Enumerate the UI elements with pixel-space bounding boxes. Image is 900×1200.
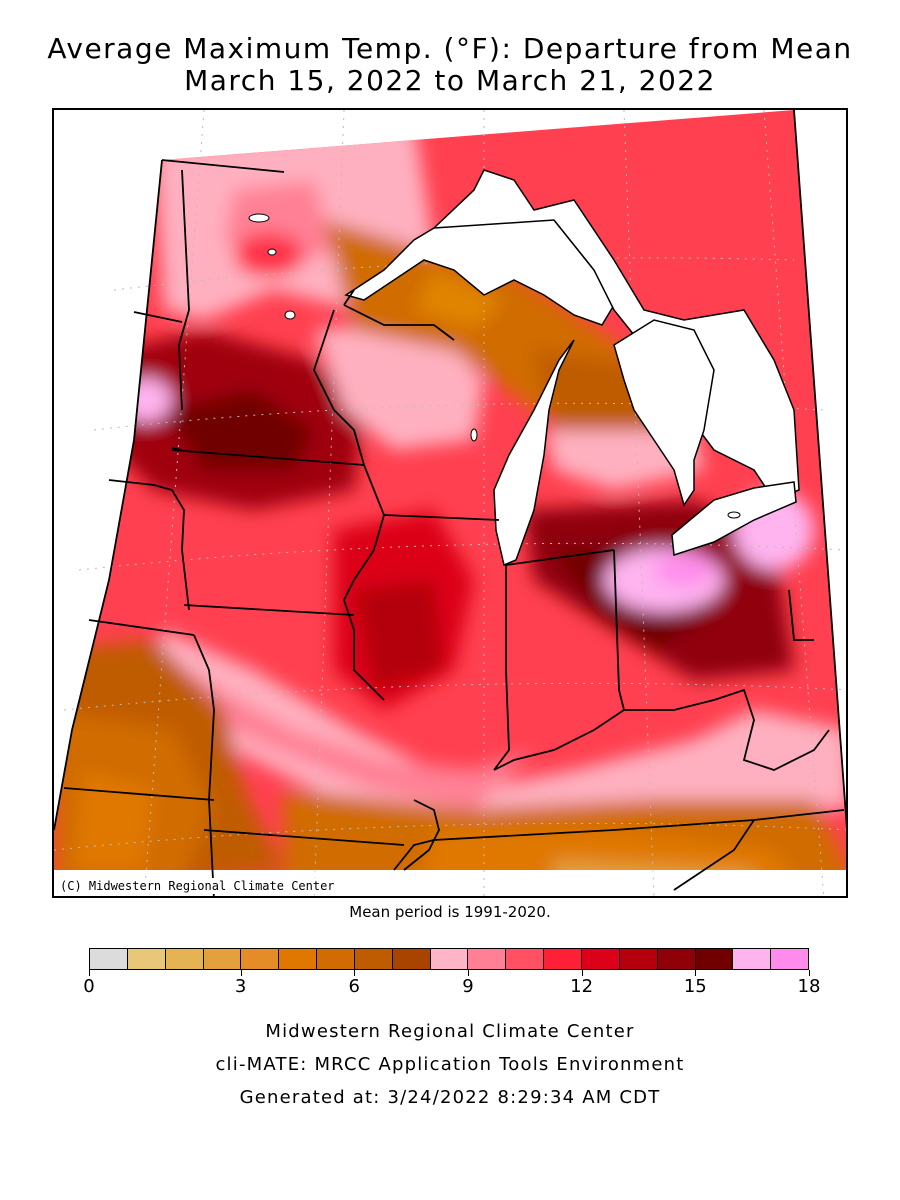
- color-legend: [89, 948, 809, 970]
- legend-tick-label: 15: [683, 976, 707, 997]
- legend-swatch: [354, 949, 393, 969]
- legend-swatch: [695, 949, 734, 969]
- legend-tick-label: 9: [462, 976, 474, 997]
- legend-tick-label: 3: [234, 976, 247, 997]
- legend-tick: [354, 970, 356, 976]
- copyright-label: (C) Midwestern Regional Climate Center: [56, 878, 339, 894]
- map-date-range: March 15, 2022 to March 21, 2022: [184, 64, 716, 97]
- legend-swatch: [203, 949, 242, 969]
- map-title: Average Maximum Temp. (°F): Departure fr…: [47, 32, 853, 65]
- legend-swatch: [430, 949, 469, 969]
- legend-swatch: [733, 949, 772, 969]
- legend-swatch: [771, 949, 809, 969]
- legend-swatch: [279, 949, 318, 969]
- legend-tick: [240, 970, 242, 976]
- footer-tool-name: cli-MATE: MRCC Application Tools Environ…: [215, 1054, 685, 1075]
- legend-swatch: [468, 949, 507, 969]
- legend-swatch: [90, 949, 128, 969]
- legend-swatch: [317, 949, 355, 969]
- legend-tick-label: 6: [348, 976, 360, 997]
- legend-swatch: [165, 949, 204, 969]
- legend-tick: [467, 970, 469, 976]
- great-lakes: [344, 169, 800, 567]
- legend-swatch: [127, 949, 166, 969]
- legend-tick: [581, 970, 583, 976]
- legend-swatch: [619, 949, 658, 969]
- temperature-departure-map: [54, 110, 846, 896]
- legend-swatch: [657, 949, 696, 969]
- legend-swatch: [581, 949, 620, 969]
- footer-generated-time: Generated at: 3/24/2022 8:29:34 AM CDT: [239, 1087, 661, 1108]
- legend-swatch: [544, 949, 582, 969]
- mean-period-note: Mean period is 1991-2020.: [349, 903, 551, 921]
- legend-tick: [809, 970, 810, 976]
- legend-tick: [695, 970, 697, 976]
- footer-organization: Midwestern Regional Climate Center: [265, 1021, 635, 1042]
- legend-tick-label: 18: [797, 976, 821, 997]
- legend-swatch: [506, 949, 545, 969]
- legend-swatch: [392, 949, 431, 969]
- legend-tick: [89, 970, 90, 976]
- state-boundaries: [54, 110, 846, 896]
- lake-islands: [248, 213, 741, 519]
- legend-tick-label: 12: [570, 976, 594, 997]
- legend-tick-label: 0: [83, 976, 95, 997]
- map-frame: (C) Midwestern Regional Climate Center: [52, 108, 848, 898]
- legend-swatch: [241, 949, 280, 969]
